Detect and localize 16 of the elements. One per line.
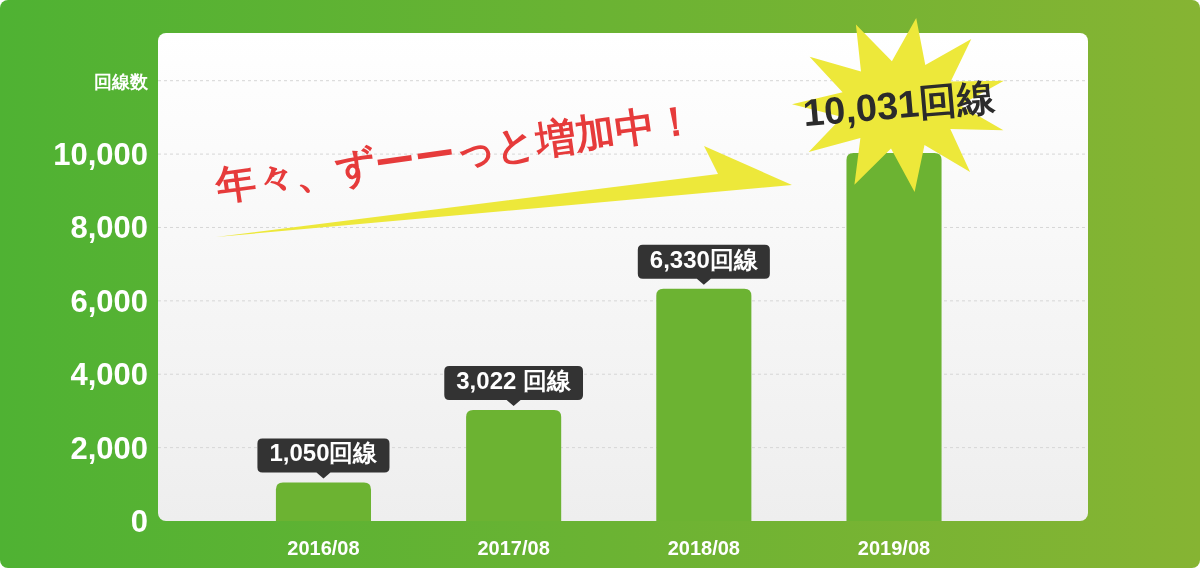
y-tick-label: 10,000	[53, 137, 148, 173]
x-tick-label: 2017/08	[477, 537, 550, 559]
x-tick-label: 2019/08	[857, 537, 931, 559]
annotation: 年々、ずーーっと増加中！	[212, 97, 698, 211]
y-axis-title: 回線数	[94, 72, 149, 92]
data-label: 10,031回線	[801, 75, 997, 135]
y-tick-label: 6,000	[70, 283, 148, 319]
data-label: 3,022 回線	[456, 367, 571, 395]
data-label: 6,330回線	[649, 245, 758, 273]
y-tick-label: 8,000	[70, 210, 148, 246]
x-tick-label: 2016/08	[287, 537, 360, 559]
y-tick-label: 2,000	[70, 430, 148, 466]
x-tick-label: 2018/08	[667, 537, 740, 559]
data-label: 1,050回線	[269, 439, 378, 467]
y-tick-label: 4,000	[70, 357, 148, 393]
y-tick-label: 0	[130, 504, 148, 539]
